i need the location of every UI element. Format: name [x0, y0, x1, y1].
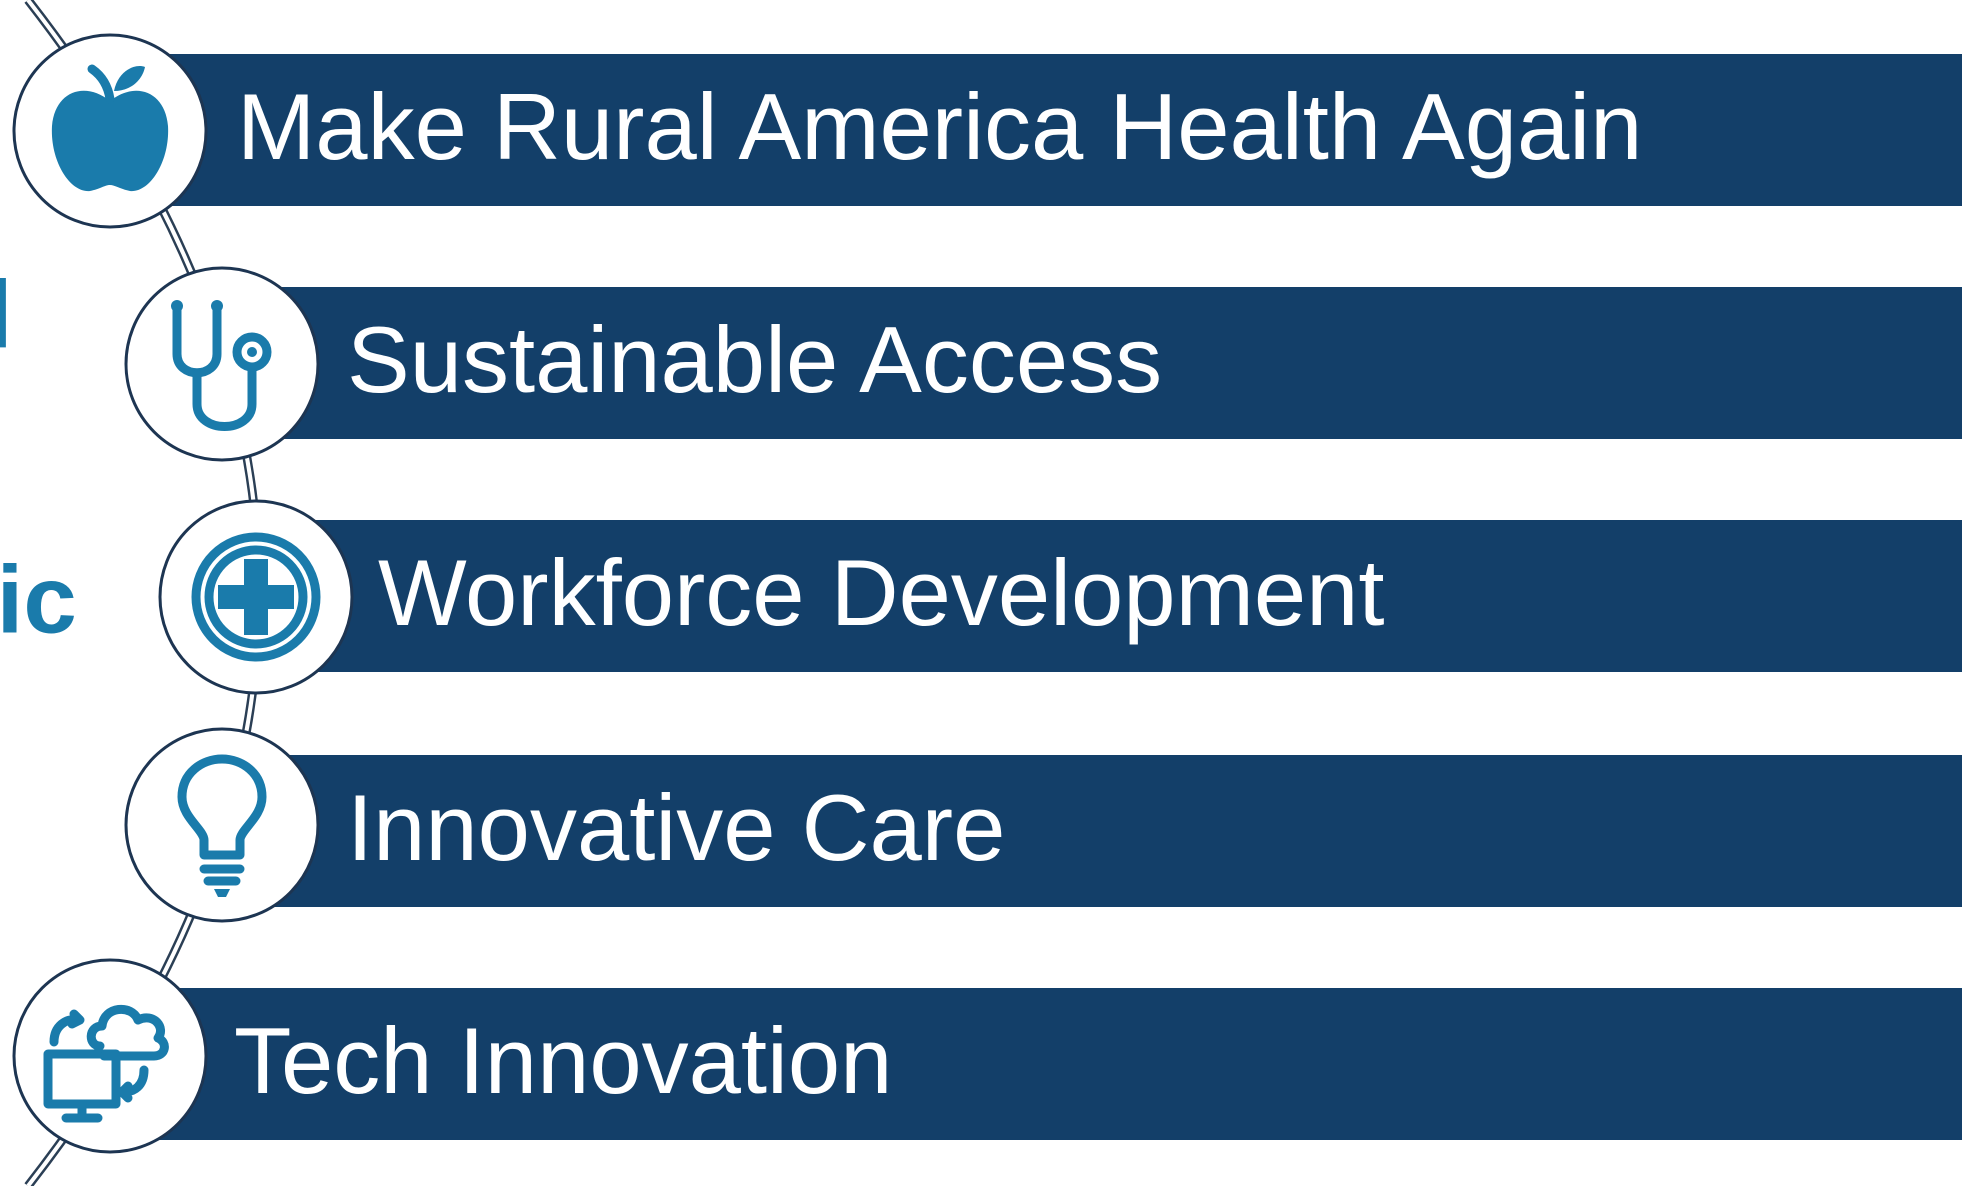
item-label: Sustainable Access — [347, 307, 1162, 412]
icon — [171, 300, 272, 431]
banner — [256, 520, 1962, 672]
item-label: Innovative Care — [347, 775, 1005, 880]
item-label: Tech Innovation — [234, 1008, 892, 1113]
item-label: Make Rural America Health Again — [237, 74, 1642, 179]
banner — [110, 54, 1962, 206]
icon — [51, 64, 169, 192]
icon — [191, 532, 321, 662]
item: Innovative Care — [124, 727, 1962, 923]
item: Make Rural America Health Again — [12, 33, 1962, 229]
banner — [222, 287, 1962, 439]
banner — [222, 755, 1962, 907]
item-label: Workforce Development — [378, 540, 1385, 645]
banner — [110, 988, 1962, 1140]
icon — [177, 754, 267, 897]
item: Tech Innovation — [12, 958, 1962, 1154]
item: Sustainable Access — [124, 266, 1962, 462]
icon-circle — [124, 727, 320, 923]
side-fragment: l — [0, 261, 13, 368]
side-fragment: jic — [0, 546, 77, 653]
item: Workforce Development — [158, 499, 1962, 695]
icon — [43, 1004, 169, 1123]
icon-circle — [124, 266, 320, 462]
